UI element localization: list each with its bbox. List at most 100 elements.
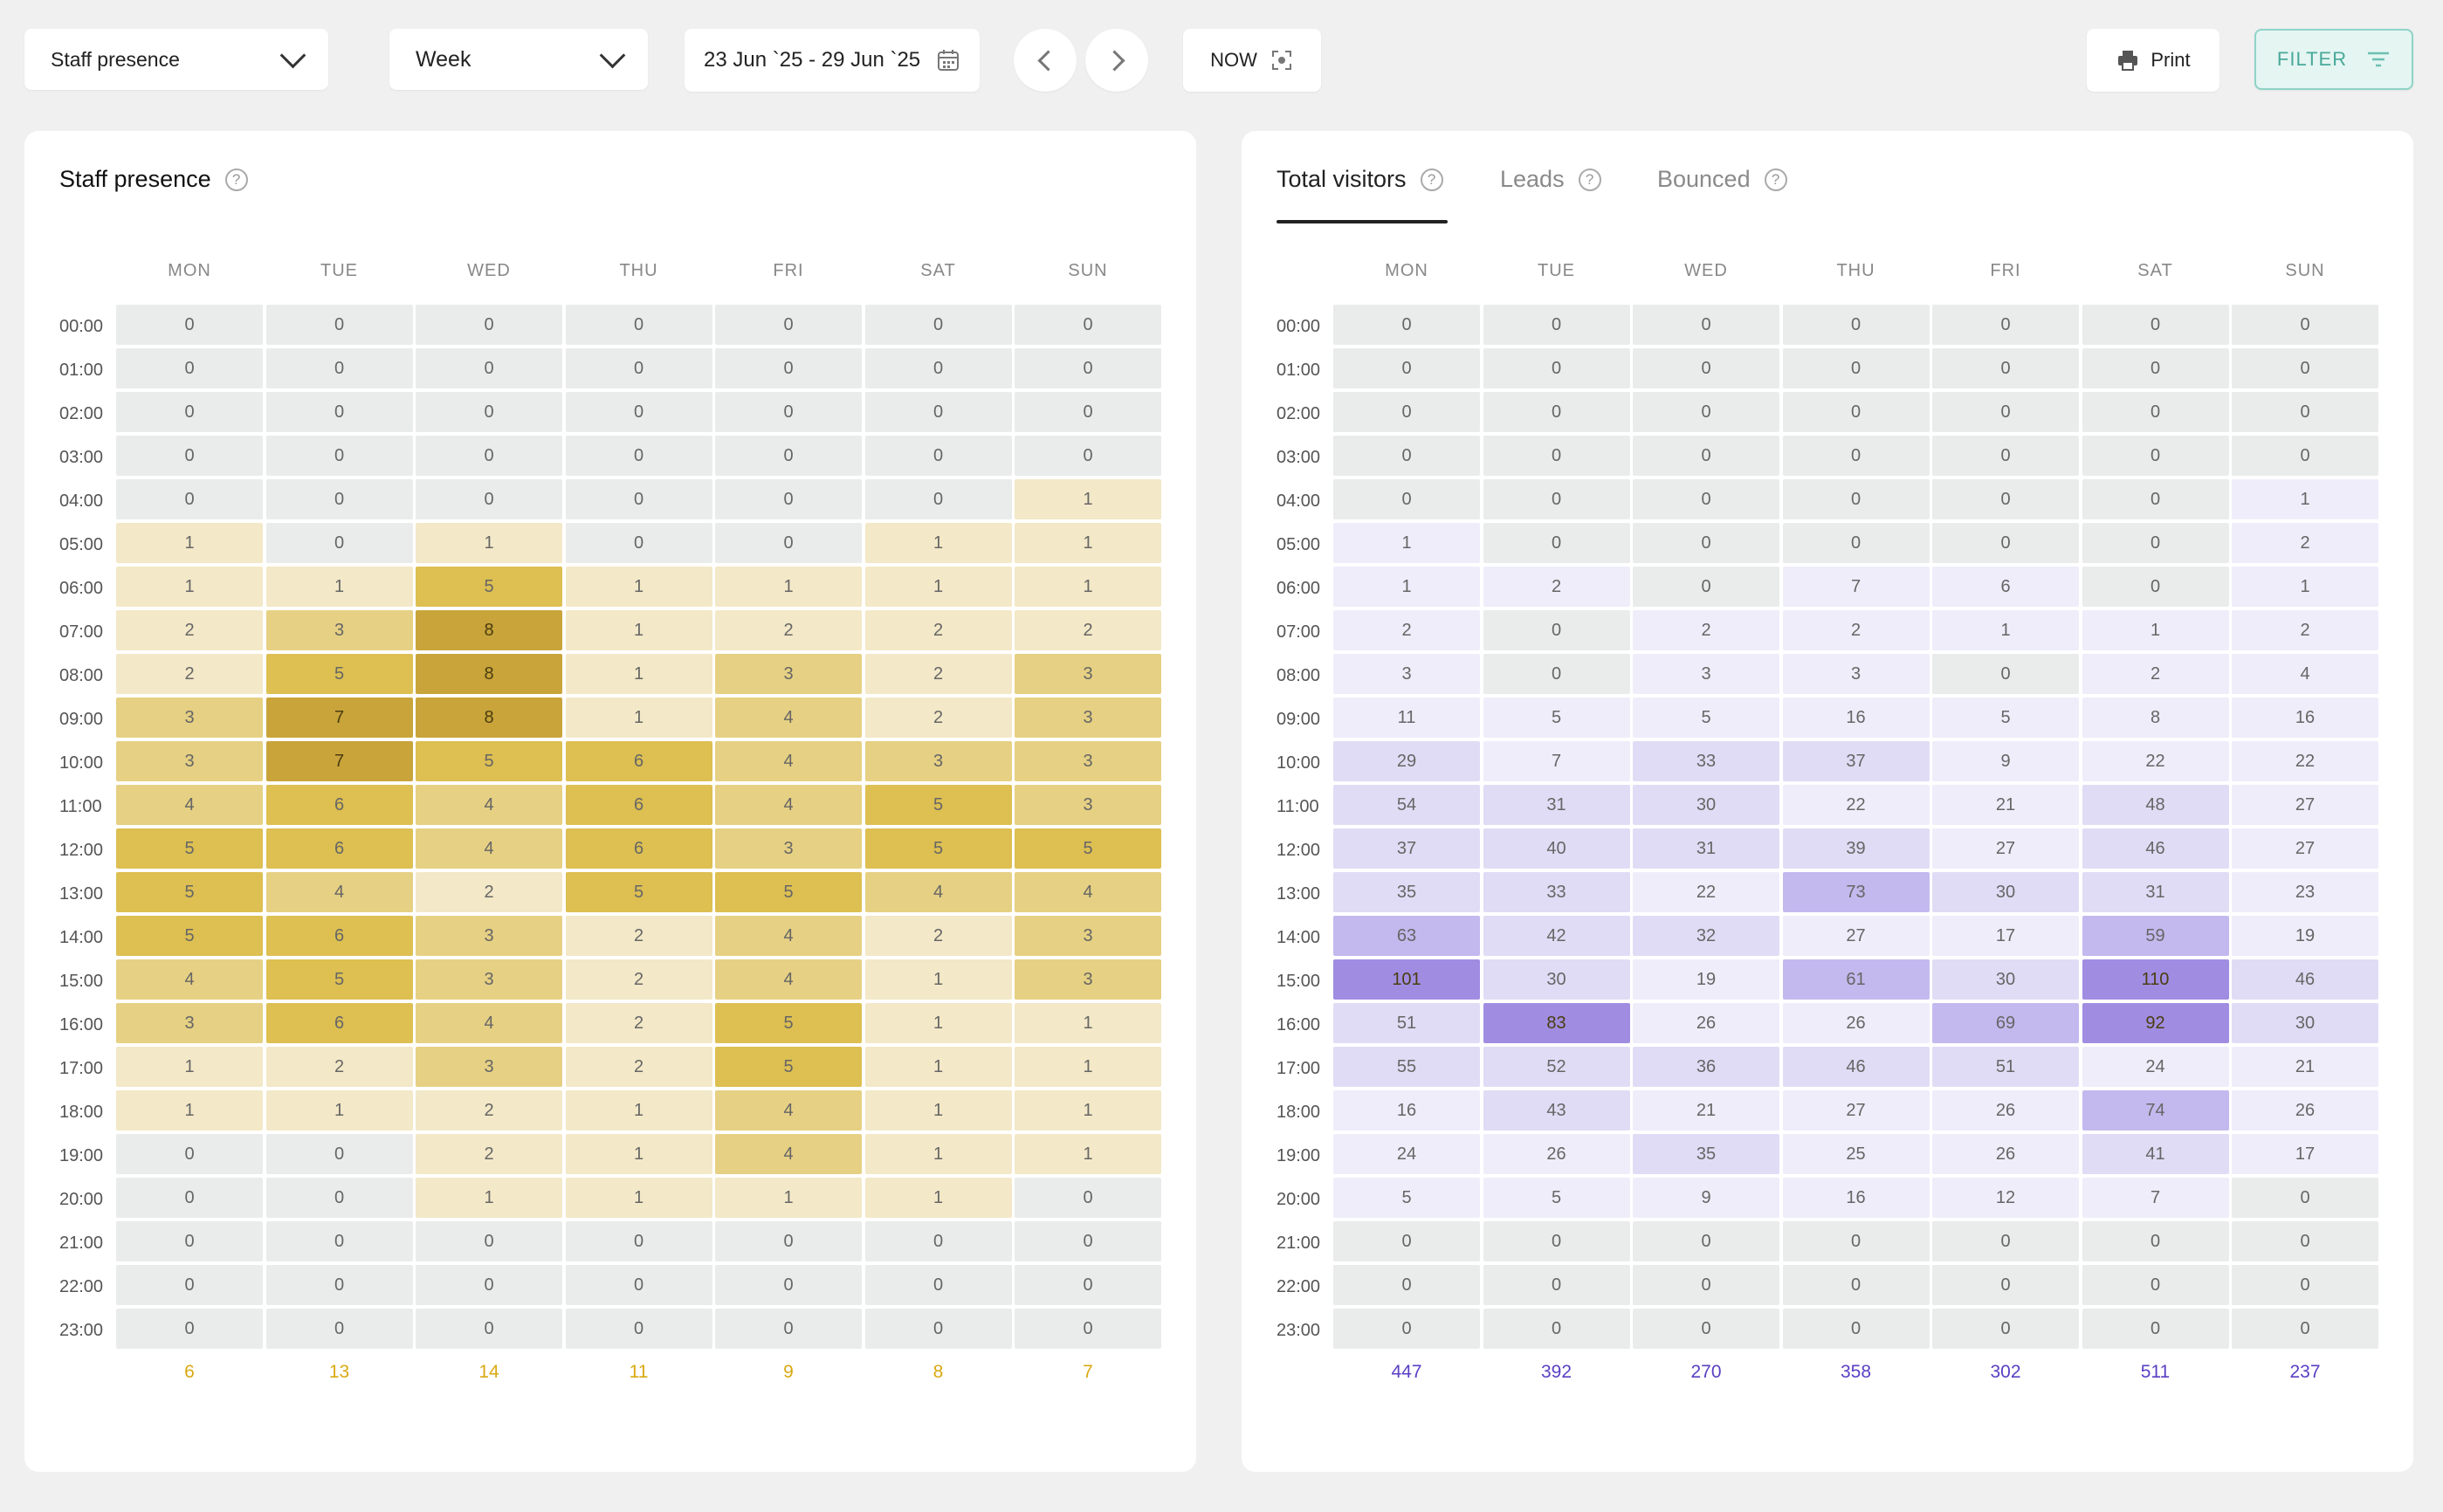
heatmap-cell[interactable]: 3 <box>116 1003 263 1043</box>
heatmap-cell[interactable]: 1 <box>416 1178 562 1218</box>
heatmap-cell[interactable]: 31 <box>2082 872 2229 912</box>
heatmap-cell[interactable]: 5 <box>416 741 562 781</box>
heatmap-cell[interactable]: 0 <box>715 392 862 432</box>
heatmap-cell[interactable]: 0 <box>1483 1265 1630 1305</box>
heatmap-cell[interactable]: 1 <box>116 1047 263 1087</box>
heatmap-cell[interactable]: 0 <box>1483 1309 1630 1349</box>
heatmap-cell[interactable]: 0 <box>1333 479 1480 519</box>
heatmap-cell[interactable]: 5 <box>116 916 263 956</box>
heatmap-cell[interactable]: 8 <box>416 698 562 738</box>
heatmap-cell[interactable]: 43 <box>1483 1090 1630 1131</box>
heatmap-cell[interactable]: 0 <box>715 1309 862 1349</box>
heatmap-cell[interactable]: 17 <box>1932 916 2079 956</box>
heatmap-cell[interactable]: 32 <box>1633 916 1779 956</box>
heatmap-cell[interactable]: 0 <box>565 1309 712 1349</box>
heatmap-cell[interactable]: 1 <box>565 567 712 607</box>
heatmap-cell[interactable]: 0 <box>1333 1221 1480 1261</box>
heatmap-cell[interactable]: 5 <box>565 872 712 912</box>
heatmap-cell[interactable]: 1 <box>116 1090 263 1131</box>
heatmap-cell[interactable]: 22 <box>1633 872 1779 912</box>
heatmap-cell[interactable]: 0 <box>715 1265 862 1305</box>
heatmap-cell[interactable]: 27 <box>1782 1090 1930 1131</box>
date-range-picker[interactable]: 23 Jun `25 - 29 Jun `25 <box>685 29 980 92</box>
heatmap-cell[interactable]: 4 <box>715 785 862 825</box>
heatmap-cell[interactable]: 1 <box>116 523 263 563</box>
heatmap-cell[interactable]: 0 <box>864 392 1012 432</box>
tab-bounced[interactable]: Bounced ? <box>1657 166 1787 193</box>
heatmap-cell[interactable]: 16 <box>1782 1178 1930 1218</box>
heatmap-cell[interactable]: 1 <box>864 1178 1012 1218</box>
heatmap-cell[interactable]: 0 <box>416 348 562 388</box>
heatmap-cell[interactable]: 21 <box>1932 785 2079 825</box>
heatmap-cell[interactable]: 7 <box>1782 567 1930 607</box>
heatmap-cell[interactable]: 0 <box>116 392 263 432</box>
heatmap-cell[interactable]: 1 <box>864 1090 1012 1131</box>
heatmap-cell[interactable]: 5 <box>416 567 562 607</box>
heatmap-cell[interactable]: 19 <box>1633 959 1779 1000</box>
heatmap-cell[interactable]: 4 <box>416 1003 562 1043</box>
heatmap-cell[interactable]: 1 <box>416 523 562 563</box>
heatmap-cell[interactable]: 0 <box>2232 436 2378 476</box>
heatmap-cell[interactable]: 29 <box>1333 741 1480 781</box>
heatmap-cell[interactable]: 1 <box>1015 1003 1161 1043</box>
heatmap-cell[interactable]: 0 <box>416 305 562 345</box>
heatmap-cell[interactable]: 26 <box>2232 1090 2378 1131</box>
heatmap-cell[interactable]: 1 <box>565 1178 712 1218</box>
heatmap-cell[interactable]: 0 <box>116 1134 263 1174</box>
heatmap-cell[interactable]: 1 <box>565 654 712 694</box>
heatmap-cell[interactable]: 1 <box>1333 523 1480 563</box>
heatmap-cell[interactable]: 0 <box>2232 1221 2378 1261</box>
heatmap-cell[interactable]: 0 <box>1782 479 1930 519</box>
heatmap-cell[interactable]: 0 <box>265 479 413 519</box>
heatmap-cell[interactable]: 4 <box>2232 654 2378 694</box>
heatmap-cell[interactable]: 1 <box>2232 479 2378 519</box>
heatmap-cell[interactable]: 0 <box>2082 1265 2229 1305</box>
heatmap-cell[interactable]: 16 <box>1782 698 1930 738</box>
heatmap-cell[interactable]: 0 <box>1483 1221 1630 1261</box>
heatmap-cell[interactable]: 6 <box>265 785 413 825</box>
heatmap-cell[interactable]: 4 <box>416 785 562 825</box>
heatmap-cell[interactable]: 26 <box>1932 1090 2079 1131</box>
heatmap-cell[interactable]: 7 <box>265 741 413 781</box>
heatmap-cell[interactable]: 5 <box>864 828 1012 869</box>
heatmap-cell[interactable]: 0 <box>864 1265 1012 1305</box>
heatmap-cell[interactable]: 6 <box>565 785 712 825</box>
heatmap-cell[interactable]: 0 <box>1015 392 1161 432</box>
heatmap-cell[interactable]: 0 <box>1015 348 1161 388</box>
heatmap-cell[interactable]: 1 <box>1932 610 2079 650</box>
heatmap-cell[interactable]: 3 <box>1633 654 1779 694</box>
heatmap-cell[interactable]: 0 <box>864 1309 1012 1349</box>
heatmap-cell[interactable]: 92 <box>2082 1003 2229 1043</box>
heatmap-cell[interactable]: 2 <box>565 916 712 956</box>
heatmap-cell[interactable]: 0 <box>116 1221 263 1261</box>
heatmap-cell[interactable]: 2 <box>2232 523 2378 563</box>
heatmap-cell[interactable]: 0 <box>1932 305 2079 345</box>
heatmap-cell[interactable]: 0 <box>265 523 413 563</box>
heatmap-cell[interactable]: 1 <box>565 698 712 738</box>
heatmap-cell[interactable]: 6 <box>1932 567 2079 607</box>
heatmap-cell[interactable]: 3 <box>1015 654 1161 694</box>
heatmap-cell[interactable]: 0 <box>1782 523 1930 563</box>
heatmap-cell[interactable]: 2 <box>864 916 1012 956</box>
heatmap-cell[interactable]: 3 <box>864 741 1012 781</box>
heatmap-cell[interactable]: 2 <box>116 610 263 650</box>
heatmap-cell[interactable]: 1 <box>864 1003 1012 1043</box>
heatmap-cell[interactable]: 0 <box>265 436 413 476</box>
heatmap-cell[interactable]: 61 <box>1782 959 1930 1000</box>
heatmap-cell[interactable]: 1 <box>715 1178 862 1218</box>
heatmap-cell[interactable]: 0 <box>1932 392 2079 432</box>
heatmap-cell[interactable]: 0 <box>1633 1309 1779 1349</box>
heatmap-cell[interactable]: 0 <box>2232 305 2378 345</box>
heatmap-cell[interactable]: 7 <box>265 698 413 738</box>
heatmap-cell[interactable]: 0 <box>2232 392 2378 432</box>
heatmap-cell[interactable]: 30 <box>1932 959 2079 1000</box>
heatmap-cell[interactable]: 3 <box>416 1047 562 1087</box>
heatmap-cell[interactable]: 0 <box>2082 523 2229 563</box>
heatmap-cell[interactable]: 0 <box>715 1221 862 1261</box>
heatmap-cell[interactable]: 0 <box>1483 523 1630 563</box>
heatmap-cell[interactable]: 30 <box>1633 785 1779 825</box>
heatmap-cell[interactable]: 0 <box>1932 1265 2079 1305</box>
heatmap-cell[interactable]: 30 <box>2232 1003 2378 1043</box>
heatmap-cell[interactable]: 42 <box>1483 916 1630 956</box>
heatmap-cell[interactable]: 30 <box>1932 872 2079 912</box>
